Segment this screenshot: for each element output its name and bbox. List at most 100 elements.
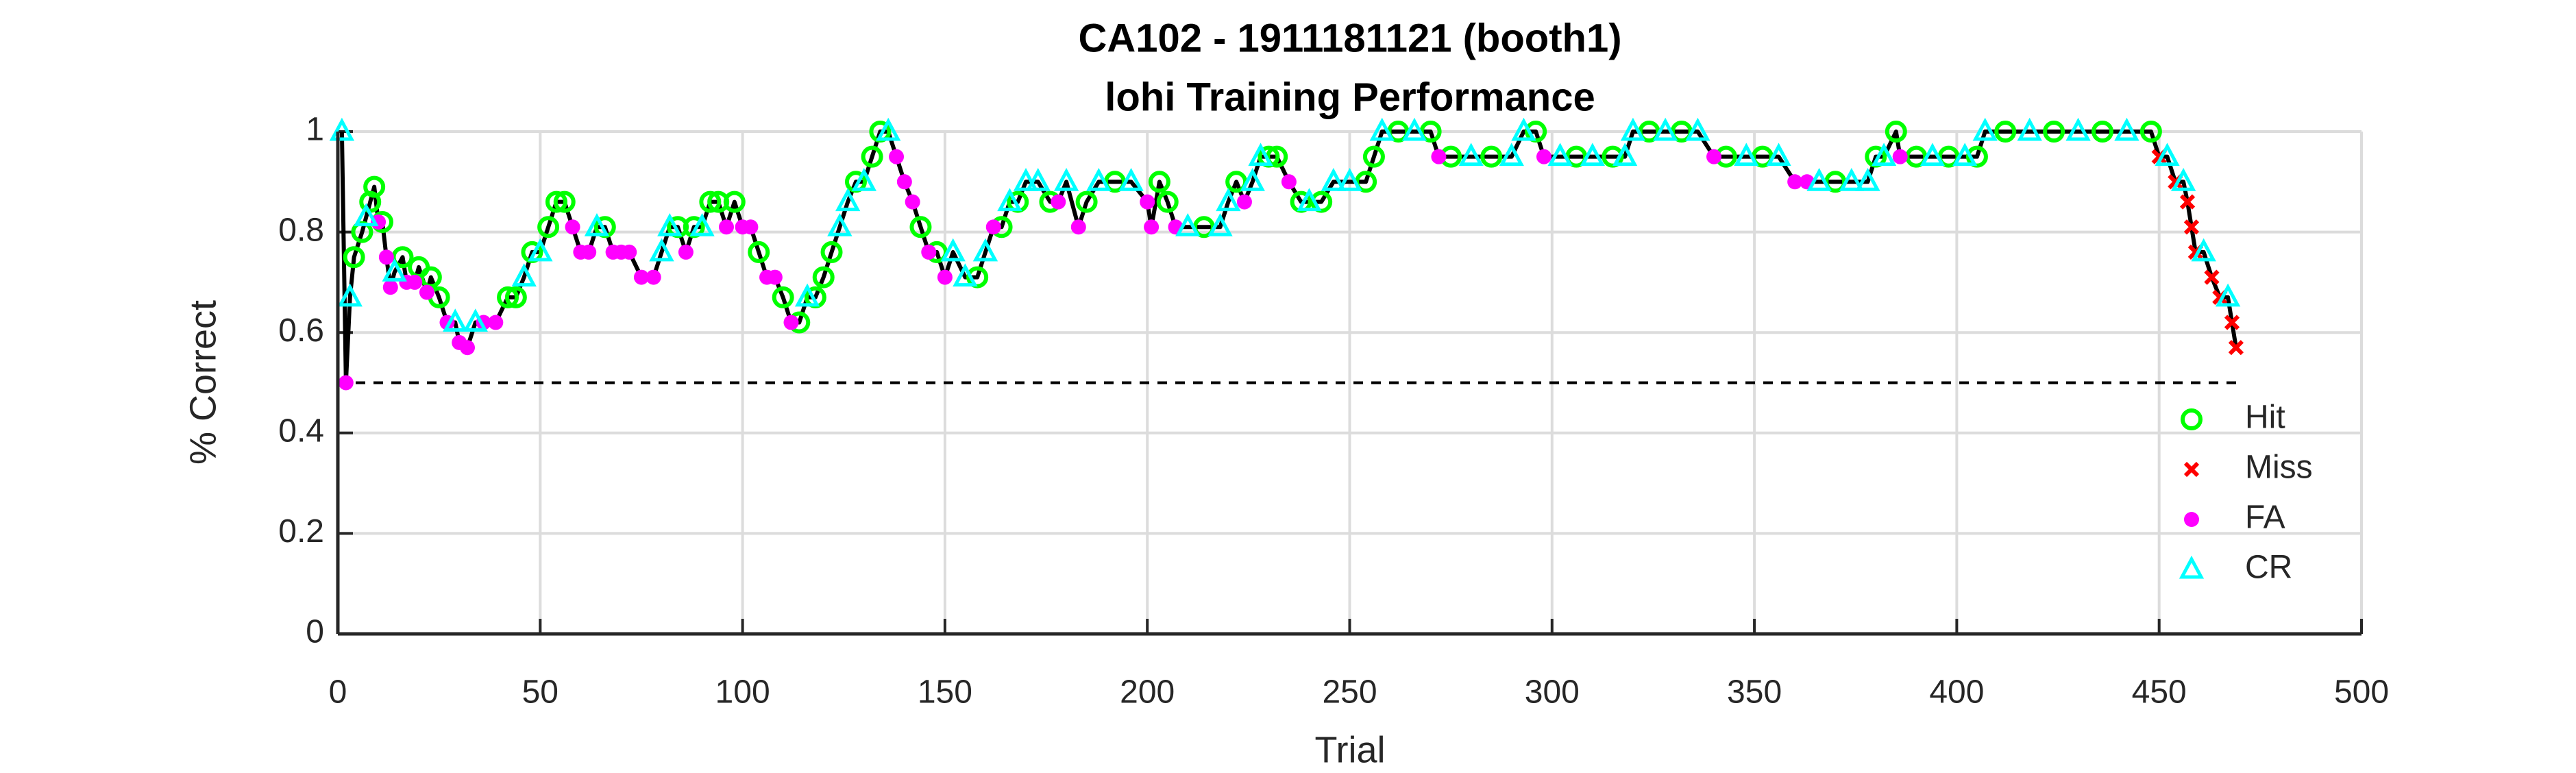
hit-marker (812, 266, 835, 289)
cr-marker (827, 212, 852, 236)
x-tick-label: 200 (1120, 674, 1175, 711)
cr-marker (1207, 212, 1233, 236)
y-tick-label: 0.4 (278, 413, 324, 449)
chart-title: lohi Training Performance (1105, 75, 1595, 119)
fa-marker (783, 315, 799, 330)
hit-marker (2092, 121, 2114, 143)
cr-marker (1734, 143, 1759, 167)
y-tick-label: 0.2 (278, 513, 324, 550)
cr-marker (1240, 168, 1265, 191)
y-tick-label: 1 (306, 112, 324, 148)
fa-marker (488, 315, 504, 330)
cr-marker (2114, 117, 2139, 141)
cr-marker (997, 188, 1022, 212)
hit-marker (363, 175, 386, 198)
hit-marker (1156, 191, 1179, 213)
cr-marker (511, 263, 537, 287)
fa-marker (1070, 219, 1086, 235)
hit-marker (861, 145, 883, 168)
hit-marker (748, 241, 770, 263)
fa-marker (378, 249, 394, 265)
x-tick-label: 100 (715, 674, 770, 711)
miss-marker (2224, 315, 2240, 330)
hit-marker (1885, 121, 1907, 143)
cr-marker (1766, 143, 1791, 167)
fa-marker (678, 244, 694, 260)
legend-marker (2179, 555, 2205, 579)
cr-marker (1216, 188, 1241, 212)
cr-marker (1025, 168, 1051, 191)
x-axis-label: Trial (1315, 729, 1386, 770)
cr-marker (1499, 143, 1524, 167)
cr-marker (1321, 168, 1347, 191)
cr-marker (1053, 168, 1079, 191)
fa-marker (905, 194, 920, 210)
hit-marker (1480, 145, 1503, 168)
hit-marker (497, 286, 519, 308)
legend-label: FA (2245, 500, 2285, 536)
cr-marker (2191, 238, 2216, 262)
fa-marker (459, 340, 475, 356)
fa-marker (937, 269, 953, 285)
cr-marker (1806, 168, 1832, 191)
hit-marker (1148, 171, 1170, 193)
cr-marker (463, 308, 488, 332)
cr-marker (2065, 117, 2091, 141)
x-tick-label: 300 (1525, 674, 1580, 711)
cr-marker (1620, 117, 1646, 141)
miss-marker (2228, 340, 2244, 356)
cr-marker (940, 238, 966, 262)
cr-marker (657, 212, 683, 236)
fa-marker (896, 174, 912, 190)
fa-marker (382, 280, 398, 295)
chart-title: CA102 - 1911181121 (booth1) (1078, 16, 1621, 60)
fa-marker (743, 219, 759, 235)
cr-marker (1612, 143, 1638, 167)
cr-marker (972, 238, 998, 262)
hit-marker (537, 216, 560, 238)
y-tick-label: 0.8 (278, 212, 324, 248)
x-tick-label: 400 (1929, 674, 1984, 711)
miss-marker (2204, 269, 2220, 285)
hit-marker (1362, 145, 1385, 168)
x-tick-label: 450 (2132, 674, 2187, 711)
cr-marker (1855, 168, 1880, 191)
cr-marker (1086, 168, 1112, 191)
fa-marker (407, 274, 423, 290)
cr-marker (1839, 168, 1865, 191)
hit-marker (1994, 121, 2017, 143)
fa-marker (1236, 194, 1252, 210)
cr-marker (1458, 143, 1484, 167)
cr-marker (1013, 168, 1039, 191)
cr-marker (1118, 168, 1144, 191)
fa-marker (1051, 194, 1066, 210)
hit-marker (2043, 121, 2065, 143)
cr-marker (329, 117, 355, 141)
legend-label: CR (2245, 550, 2292, 586)
cr-marker (1952, 143, 1978, 167)
cr-marker (953, 263, 978, 287)
cr-marker (851, 168, 876, 191)
legend-marker (2181, 408, 2203, 430)
cr-marker (835, 188, 861, 212)
legend-label: Hit (2245, 400, 2285, 436)
hit-marker (343, 246, 365, 269)
y-tick-label: 0.6 (278, 312, 324, 349)
cr-marker (1337, 168, 1362, 191)
fa-marker (565, 219, 580, 235)
x-tick-label: 0 (329, 674, 347, 711)
cr-marker (584, 212, 610, 236)
fa-marker (1706, 149, 1722, 164)
hit-marker (699, 191, 722, 213)
fa-marker (985, 219, 1001, 235)
cr-marker (1248, 143, 1273, 167)
fa-marker (1281, 174, 1297, 190)
legend: Hit Miss FA CR (2179, 400, 2313, 586)
fa-marker (889, 149, 905, 164)
x-tick-label: 50 (522, 674, 559, 711)
hit-marker (504, 286, 527, 308)
hit-marker (772, 286, 794, 308)
cr-marker (1401, 117, 1427, 141)
cr-marker (794, 283, 820, 307)
